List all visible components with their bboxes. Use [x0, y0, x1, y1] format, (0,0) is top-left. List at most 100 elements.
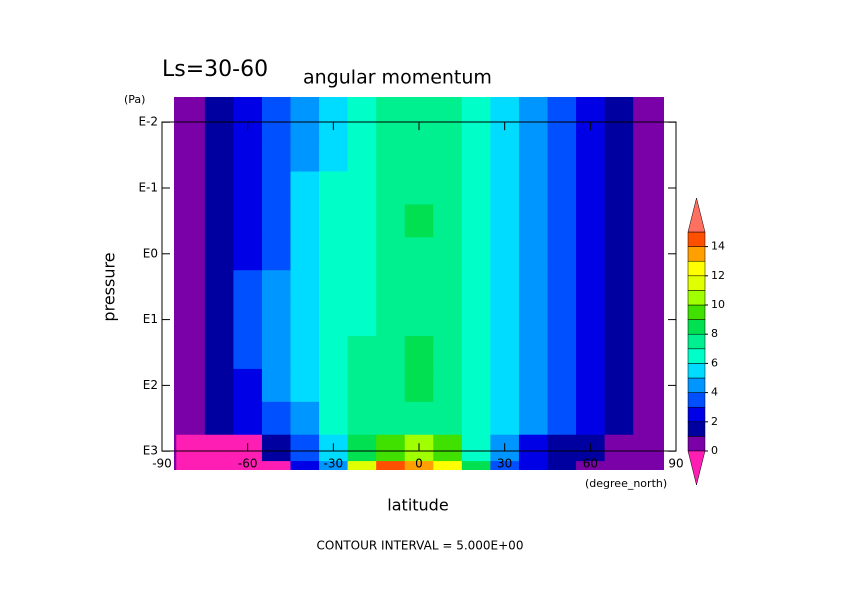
field-cell [518, 138, 549, 173]
chart-title: Ls=30-60 [162, 57, 268, 82]
field-cell [633, 270, 663, 304]
field-cell [233, 270, 263, 304]
field-cell [604, 138, 634, 173]
field-cell [290, 171, 320, 206]
field-cell [433, 138, 463, 173]
field-cell [461, 303, 491, 337]
field-cell [461, 237, 491, 271]
field-cell [233, 401, 263, 436]
field-cell [347, 434, 377, 462]
field-cell [261, 368, 292, 403]
field-cell [433, 171, 463, 206]
field-cell [319, 171, 349, 206]
y-tick-label: E3 [143, 444, 158, 458]
field-cell [661, 461, 664, 470]
field-cell [174, 368, 177, 403]
field-cell [633, 461, 663, 470]
field-cell [576, 237, 606, 271]
field-cell [404, 336, 434, 370]
field-cell [576, 97, 606, 110]
field-cell [176, 461, 206, 470]
colorbar-box [687, 246, 706, 262]
field-cell [376, 97, 406, 110]
field-cell [404, 368, 434, 403]
field-cell [661, 138, 664, 173]
field-cell [376, 237, 406, 271]
field-cell [604, 401, 634, 436]
field-cell [461, 109, 491, 140]
field-cell [576, 461, 606, 470]
field-cell [604, 97, 634, 110]
field-cell [433, 97, 463, 110]
field-cell [174, 401, 177, 436]
field-cell [347, 270, 377, 304]
field-cell [547, 109, 577, 140]
field-cell [604, 171, 634, 206]
field-cell [376, 270, 406, 304]
colorbar-box [687, 436, 706, 452]
field-cell [174, 270, 177, 304]
field-cell [204, 461, 234, 470]
field-cell [290, 461, 320, 470]
field-cell [174, 204, 177, 238]
field-cell [174, 336, 177, 370]
field-cell [233, 461, 263, 470]
field-cell [290, 303, 320, 337]
field-cell [547, 368, 577, 403]
field-cell [661, 303, 664, 337]
colorbar-tick-label: 4 [711, 386, 718, 399]
field-cell [204, 401, 234, 436]
field-cell [576, 204, 606, 238]
colorbar-box [687, 290, 706, 306]
field-cell [576, 368, 606, 403]
field-cell [176, 138, 206, 173]
field-cell [319, 237, 349, 271]
field-cell [461, 461, 491, 470]
field-cell [576, 401, 606, 436]
field-cell [404, 303, 434, 337]
field-cell [433, 461, 463, 470]
field-cell [319, 204, 349, 238]
y-tick-label: E0 [143, 246, 158, 260]
field-cell [204, 97, 234, 110]
field-cell [518, 401, 549, 436]
field-cell [290, 368, 320, 403]
field-cell [290, 270, 320, 304]
x-tick-label: 60 [583, 457, 598, 471]
field-cell [661, 109, 664, 140]
field-cell [490, 97, 520, 110]
field-cell [233, 138, 263, 173]
field-cell [547, 138, 577, 173]
field-cell [661, 237, 664, 271]
field-cell [290, 109, 320, 140]
field-cell [661, 270, 664, 304]
field-cell [290, 97, 320, 110]
field-cell [261, 204, 292, 238]
field-cell [261, 461, 292, 470]
field-cell [174, 97, 177, 110]
field-cell [518, 303, 549, 337]
field-cell [176, 97, 206, 110]
field-cell [176, 368, 206, 403]
field-cell [490, 303, 520, 337]
field-cell [290, 401, 320, 436]
field-cell [633, 237, 663, 271]
field-cell [404, 204, 434, 238]
field-cell [404, 461, 434, 470]
field-cell [261, 270, 292, 304]
field-cell [461, 401, 491, 436]
field-cell [176, 171, 206, 206]
field-cell [461, 270, 491, 304]
field-cell [490, 237, 520, 271]
field-cell [461, 434, 491, 462]
field-cell [347, 401, 377, 436]
field-cell [461, 138, 491, 173]
field-cell [347, 109, 377, 140]
field-cell [518, 237, 549, 271]
field-cell [404, 401, 434, 436]
colorbar-box [687, 275, 706, 291]
colorbar-box [687, 319, 706, 335]
field-cell [261, 336, 292, 370]
field-cell [290, 138, 320, 173]
field-cell [233, 204, 263, 238]
